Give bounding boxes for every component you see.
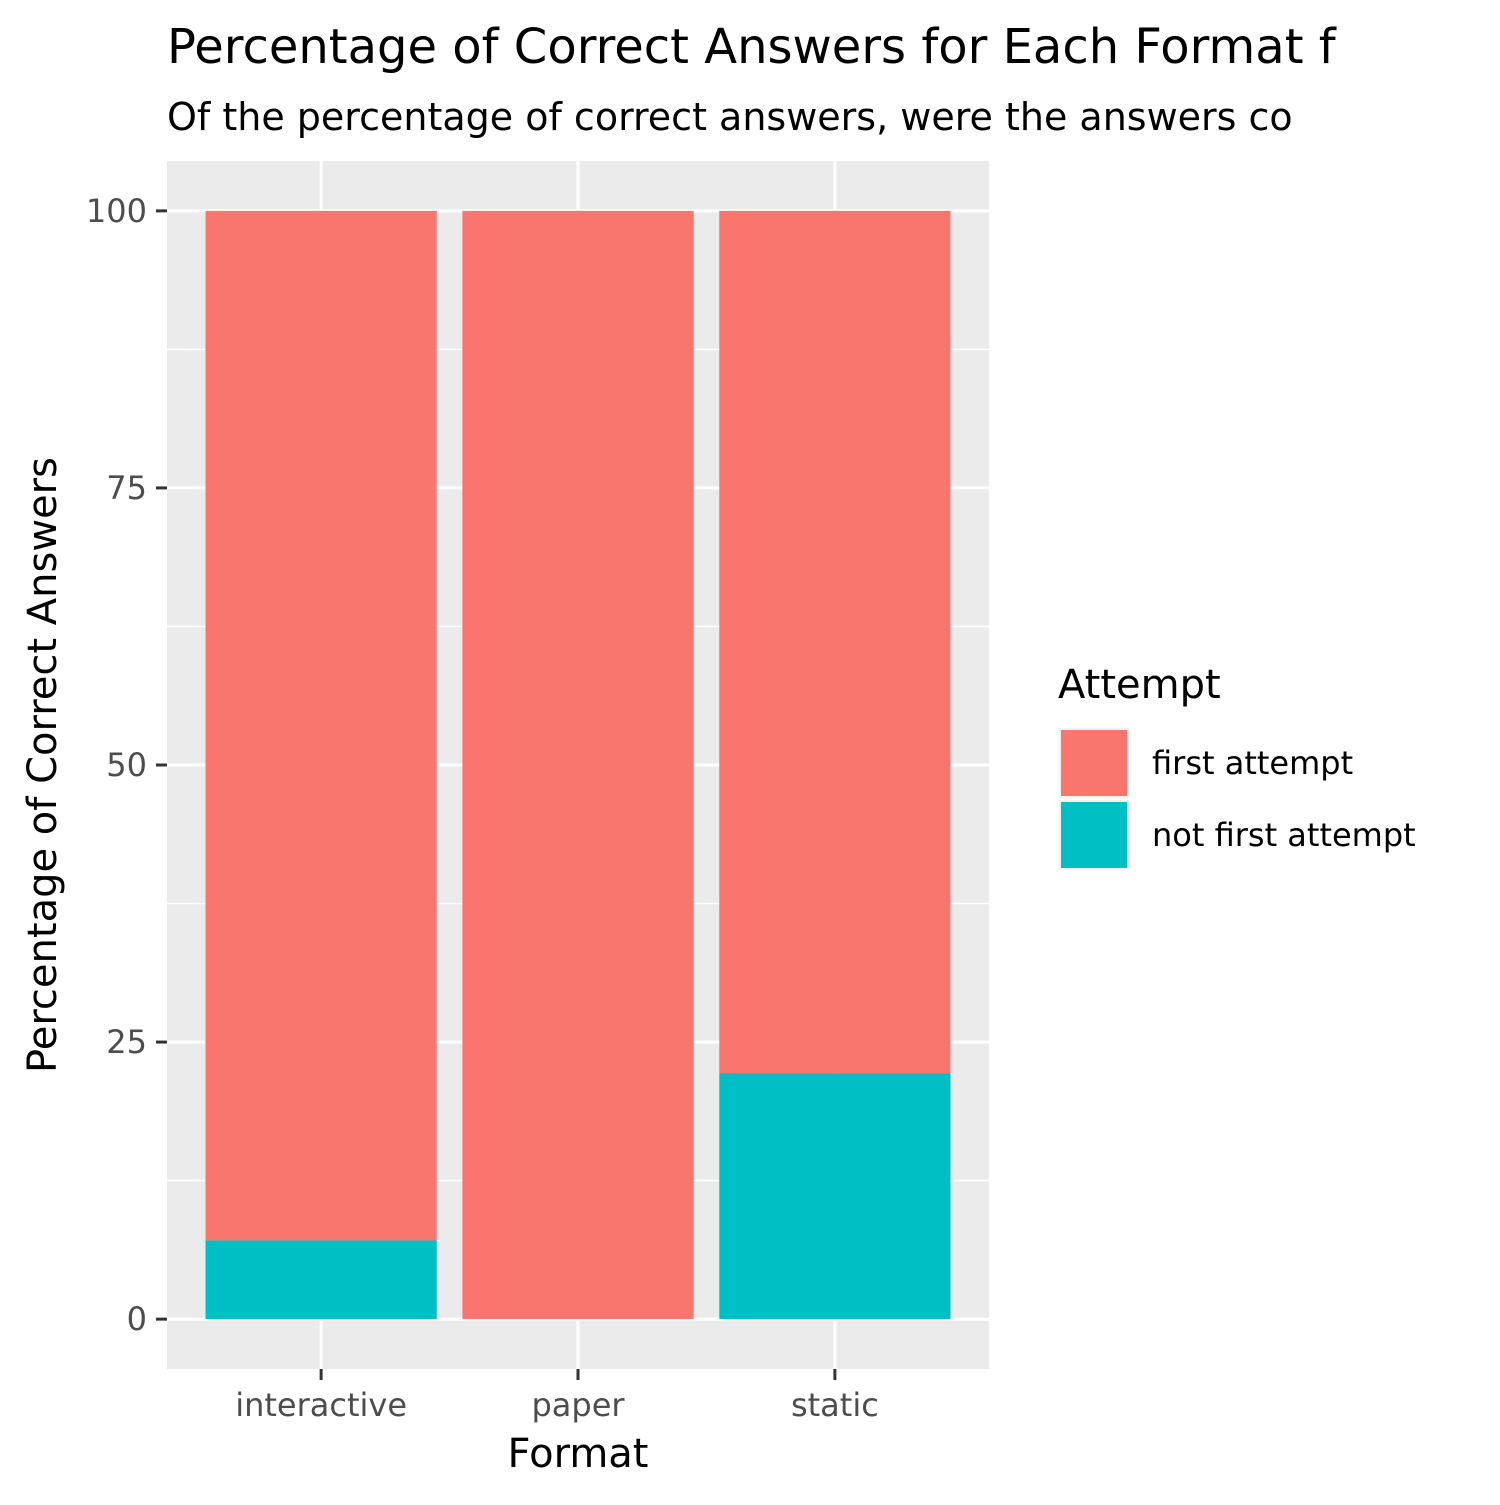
- y-tick-label: 75: [106, 469, 147, 507]
- legend: Attempt first attempt not first attempt: [1058, 662, 1416, 870]
- bar-interactive-first-attempt: [205, 210, 437, 1241]
- y-tick-label: 100: [86, 192, 147, 230]
- bar-static-not-first-attempt: [719, 1073, 951, 1320]
- chart-subtitle: Of the percentage of correct answers, we…: [167, 95, 1293, 139]
- bars: [205, 210, 951, 1320]
- y-tick-label: 25: [106, 1023, 147, 1061]
- axes: 0 25 50 75 100 interactive paper static: [86, 192, 879, 1424]
- legend-label-not-first-attempt: not first attempt: [1152, 816, 1416, 854]
- legend-label-first-attempt: first attempt: [1152, 744, 1353, 782]
- x-tick-label: interactive: [235, 1386, 407, 1424]
- x-tick-label: static: [791, 1386, 879, 1424]
- x-axis-title: Format: [508, 1431, 649, 1477]
- legend-title: Attempt: [1058, 662, 1221, 708]
- legend-swatch-first-attempt: [1061, 730, 1127, 796]
- chart-title: Percentage of Correct Answers for Each F…: [167, 19, 1337, 75]
- x-tick-label: paper: [531, 1386, 625, 1424]
- y-tick-label: 0: [127, 1300, 147, 1338]
- y-axis-title: Percentage of Correct Answers: [20, 457, 66, 1073]
- bar-interactive-not-first-attempt: [205, 1240, 437, 1320]
- bar-paper-first-attempt: [462, 210, 694, 1320]
- y-tick-label: 50: [106, 746, 147, 784]
- legend-swatch-not-first-attempt: [1061, 802, 1127, 868]
- bar-static-first-attempt: [719, 210, 951, 1074]
